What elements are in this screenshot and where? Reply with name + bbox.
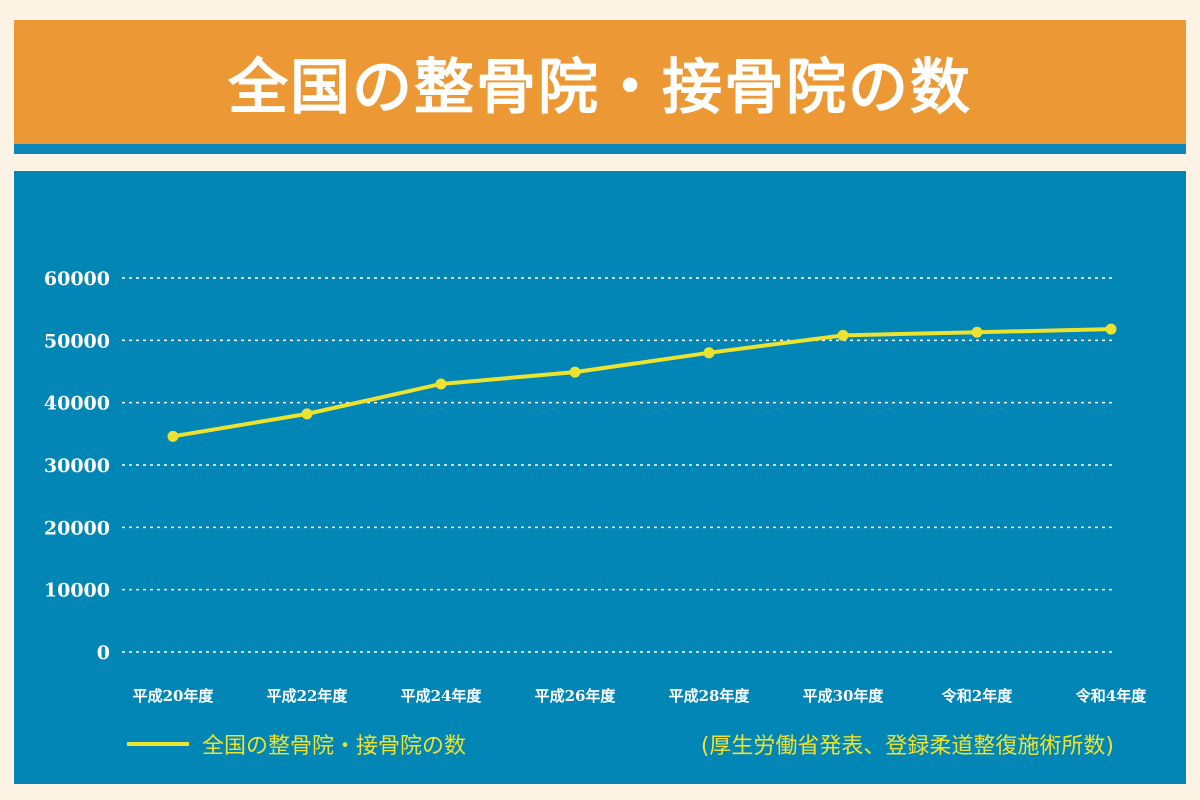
legend-series-label: 全国の整骨院・接骨院の数 bbox=[202, 734, 466, 759]
data-point bbox=[837, 329, 849, 341]
data-point bbox=[1105, 323, 1117, 335]
x-tick-label: 平成30年度 bbox=[803, 687, 885, 705]
y-tick-label: 40000 bbox=[44, 393, 110, 415]
chart-panel: 0 10000 20000 30000 40000 50000 60000 平成20年度 平成… bbox=[14, 171, 1186, 784]
x-tick-label: 平成22年度 bbox=[267, 687, 349, 705]
legend: 全国の整骨院・接骨院の数 (厚生労働省発表、登録柔道整復施術所数) bbox=[127, 734, 1114, 759]
y-tick-label: 30000 bbox=[44, 455, 110, 477]
y-tick-label: 0 bbox=[97, 642, 110, 664]
data-point bbox=[569, 366, 581, 378]
x-tick-label: 令和2年度 bbox=[942, 687, 1013, 705]
x-tick-label: 平成20年度 bbox=[133, 687, 215, 705]
x-tick-label: 平成28年度 bbox=[669, 687, 751, 705]
y-tick-label: 50000 bbox=[44, 330, 110, 352]
y-tick-label: 10000 bbox=[44, 580, 110, 602]
page-title: 全国の整骨院・接骨院の数 bbox=[228, 52, 972, 123]
y-tick-label: 60000 bbox=[44, 268, 110, 290]
line-chart: 0 10000 20000 30000 40000 50000 60000 平成20年度 平成… bbox=[44, 268, 1147, 759]
data-point bbox=[301, 408, 313, 420]
data-point bbox=[167, 430, 179, 442]
data-point bbox=[971, 326, 983, 338]
x-tick-label: 令和4年度 bbox=[1076, 687, 1147, 705]
series-line bbox=[172, 327, 1112, 439]
title-banner: 全国の整骨院・接骨院の数 bbox=[14, 20, 1186, 154]
data-point bbox=[435, 378, 447, 390]
y-tick-label: 20000 bbox=[44, 517, 110, 539]
x-tick-label: 平成24年度 bbox=[401, 687, 483, 705]
legend-source-note: (厚生労働省発表、登録柔道整復施術所数) bbox=[701, 734, 1114, 759]
data-point bbox=[703, 347, 715, 359]
x-tick-label: 平成26年度 bbox=[535, 687, 617, 705]
